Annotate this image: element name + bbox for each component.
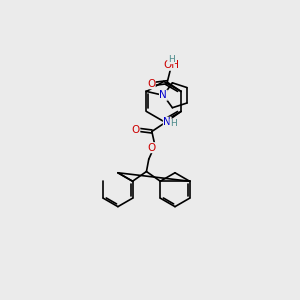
- Text: O: O: [148, 143, 156, 153]
- Text: H: H: [168, 55, 175, 64]
- Text: H: H: [170, 119, 177, 128]
- Text: N: N: [160, 90, 167, 100]
- Text: O: O: [131, 125, 140, 135]
- Text: O: O: [147, 79, 155, 89]
- Text: OH: OH: [164, 60, 180, 70]
- Text: N: N: [164, 117, 171, 127]
